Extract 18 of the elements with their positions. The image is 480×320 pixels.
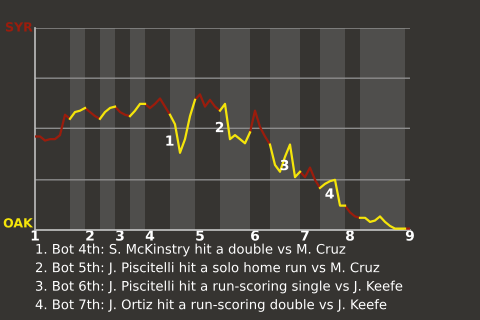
x-tick-label: 2: [86, 230, 94, 241]
text: OAK: [4, 218, 34, 228]
x-tick-label: 3: [116, 230, 124, 241]
annotation: 1: [166, 136, 174, 146]
x-tick-label: 1: [32, 230, 39, 241]
text: 1. Bot 4th: S. McKinstry hit a double vs M. Cruz: [36, 244, 346, 256]
annotation: 2: [216, 122, 224, 132]
x-tick-label: 9: [406, 230, 414, 241]
x-tick-label: 4: [146, 230, 154, 241]
x-tick-label: 8: [346, 230, 354, 241]
annotation: 4: [325, 188, 334, 199]
text: SYR: [6, 22, 32, 32]
text: 3. Bot 6th: J. Piscitelli hit a run-scoring single vs J. Keefe: [36, 280, 402, 294]
text: 2. Bot 5th: J. Piscitelli hit a solo home run vs M. Cruz: [36, 262, 380, 275]
x-tick-label: 7: [301, 230, 309, 241]
x-tick-label: 6: [251, 230, 260, 241]
x-tick-label: 5: [196, 230, 204, 241]
text: 4. Bot 7th: J. Ortiz hit a run-scoring double vs J. Keefe: [36, 299, 386, 312]
